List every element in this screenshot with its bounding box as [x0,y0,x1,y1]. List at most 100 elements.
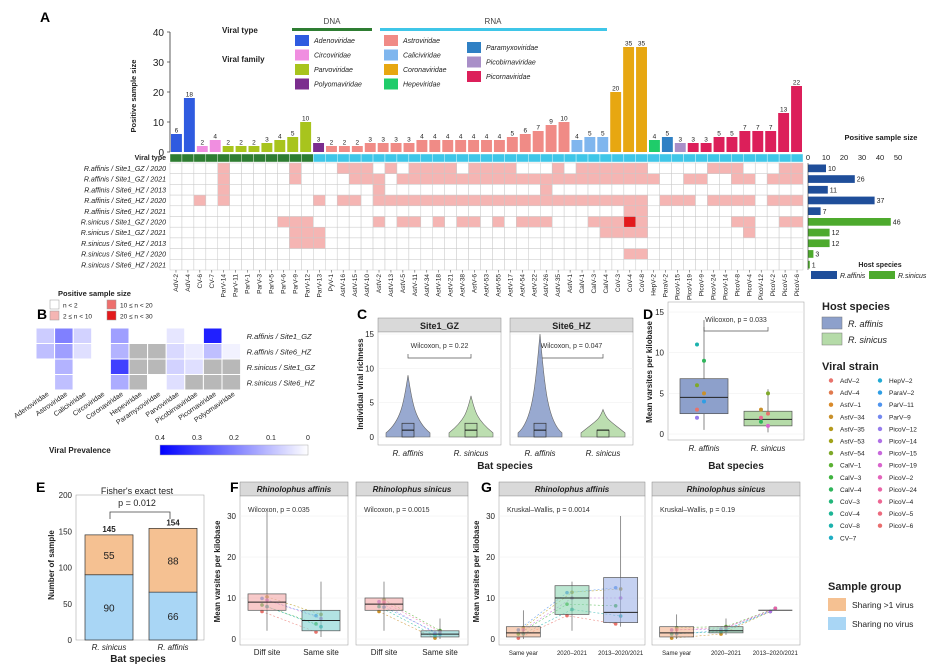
heat-cell [241,216,254,228]
legend-title: Sample group [828,581,902,593]
heat-cell [551,216,565,228]
heat-cell [671,173,684,185]
heat-cell [336,162,350,174]
x-tick-label: AstV-35 [555,274,562,297]
bar [674,143,686,152]
legend-label: PicoV–14 [889,439,917,446]
heat-cell [551,205,565,217]
heat-cell [743,216,756,228]
heat-cell [790,216,804,228]
plot-frame [667,301,805,441]
heat-cell [432,162,445,174]
heat-cell [480,184,493,196]
heat-cell [683,184,696,196]
heat-cell [408,248,422,260]
heat-cell [396,205,410,217]
heat-cell [504,237,517,249]
heat-cell [480,162,493,174]
heat-cell [695,259,708,271]
legend-dot [828,402,834,407]
x-tick-label: Diff site [254,648,281,657]
bar [351,146,363,152]
heat-cell [336,194,350,207]
heat-cell [396,216,410,228]
heat-cell [313,194,326,207]
heat-cell [432,248,445,260]
x-tick-label: R. affinis [524,449,555,458]
type-cell [683,153,696,163]
heat-cell [217,205,230,217]
legend-family-label: Circoviridae [314,53,351,60]
x-tick-label: ParV-1 [245,274,252,294]
heat-cell [480,194,493,207]
bar [778,113,790,152]
legend-dot [828,438,834,444]
heat-cell [360,162,374,174]
x-tick-label: AstV-18 [436,274,443,297]
heat-cell [165,374,186,391]
legend-dot [828,487,834,492]
heat-cell [683,162,696,174]
type-cell [384,153,398,163]
type-cell [253,153,266,163]
x-tick-label: ParV-12 [304,274,311,298]
bar-value-label: 2 [343,140,347,147]
x-tick-label: AstV-2 [376,274,383,294]
type-cell [265,153,278,163]
heat-cell [384,205,398,217]
bar-segment [148,527,198,593]
heat-cell [313,162,326,174]
heat-cell [253,259,266,271]
heat-cell [193,216,207,228]
heat-cell [504,259,517,271]
legend-label: 10 ≤ n < 20 [120,303,153,310]
heat-cell [551,248,565,260]
facet-title: Rhinolophus sinicus [373,485,452,494]
heat-cell [778,248,792,260]
bar [364,143,376,152]
heat-cell [181,184,195,196]
test-label: Wilcoxon, p = 0.047 [541,343,603,350]
bar-value-label: 2 [356,140,360,147]
bar-value-label: 7 [769,125,773,132]
heat-cell [480,205,493,217]
legend-label: R.sinicus [898,273,927,280]
heat-cell [165,343,186,360]
data-point [702,399,706,404]
y-tick-label: 10 [486,594,495,603]
bar-value-label: 4 [472,134,476,141]
legend-viral-family-label: Viral family [222,55,265,64]
bar-segment [84,534,134,576]
heat-cell [719,205,732,217]
heat-cell [420,226,434,239]
legend-swatch [295,35,309,46]
legend-family-label: Picornaviridae [486,74,530,81]
legend-family-label: Polyomaviridae [314,82,362,89]
bar-value-label: 5 [588,131,592,138]
bar-value-label: 12 [832,241,840,248]
x-tick-label: ParV-13 [316,274,323,298]
legend-rna-label: RNA [485,17,503,26]
bar-value-label: 10 [302,116,310,123]
heat-cell [265,237,278,249]
panel-g: G Mean varsites per kilobase 0 10 20 30 Rhinol… [472,479,801,657]
title: Positive sample size [845,133,918,142]
heat-cell [241,205,254,217]
heat-cell [778,226,792,239]
heat-cell [671,259,684,271]
x-tick-label: AstV-1 [567,274,574,294]
heat-cell [623,205,637,217]
heat-cell [169,194,183,207]
x-tick-label: PicoV-24 [710,274,717,300]
heat-cell [128,343,149,360]
type-cell [480,153,493,163]
heat-cell [217,162,230,174]
heat-cell [563,248,577,260]
heat-cell [671,162,684,174]
heat-cell [444,216,457,228]
heat-cell [480,173,493,185]
heat-cell [671,237,684,249]
bar [584,137,596,152]
heat-cell [659,184,672,196]
